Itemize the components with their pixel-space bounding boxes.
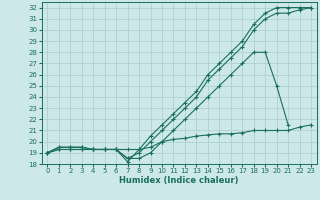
X-axis label: Humidex (Indice chaleur): Humidex (Indice chaleur) bbox=[119, 176, 239, 185]
